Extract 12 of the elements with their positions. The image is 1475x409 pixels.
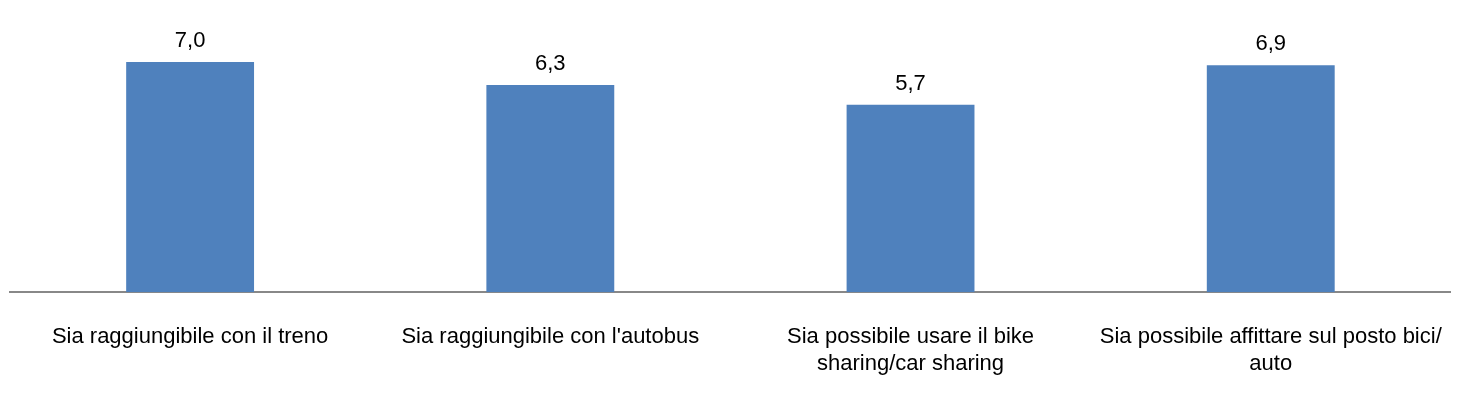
data-label: 6,9 (1255, 30, 1287, 56)
data-label: 7,0 (174, 27, 206, 53)
bar (126, 62, 255, 293)
x-tick-label: Sia raggiungibile con il treno (51, 323, 329, 349)
data-label: 5,7 (895, 69, 926, 95)
bar (486, 85, 615, 293)
x-tick-label: Sia possibile usare il bike sharing/car sharing (787, 323, 1035, 375)
bar (1206, 65, 1335, 293)
x-tick-label: Sia possibile affittare sul posto bici/ auto (1099, 323, 1443, 375)
x-tick-label: Sia raggiungibile con l'autobus (401, 323, 700, 349)
bar (846, 104, 975, 293)
data-label: 6,3 (535, 50, 566, 76)
